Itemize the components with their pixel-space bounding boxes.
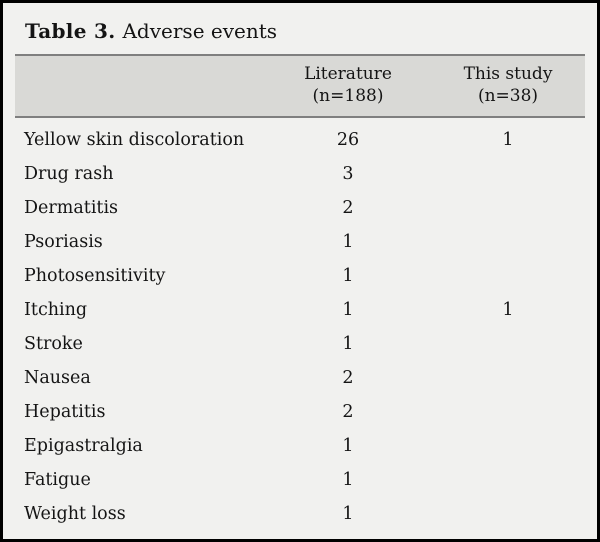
event-cell: Weight loss: [24, 503, 126, 524]
this-study-value-cell: [431, 225, 585, 259]
literature-n: (n=188): [312, 86, 384, 107]
this-study-n: (n=38): [477, 86, 539, 107]
event-cell: Hepatitis: [24, 401, 106, 422]
table-row: Stroke 1: [15, 327, 585, 361]
literature-value-cell: 1: [342, 265, 354, 286]
literature-value-cell: 1: [342, 231, 354, 252]
table-row: Drug rash 3: [15, 157, 585, 191]
table-row: Dermatitis 2: [15, 191, 585, 225]
table-row: Weight loss 1: [15, 497, 585, 531]
header-row: Literature (n=188) This study (n=38): [15, 54, 585, 118]
table-row: Yellow skin discoloration 26 1: [15, 117, 585, 157]
literature-value-cell: 1: [342, 299, 354, 320]
table-caption: Adverse events: [122, 19, 278, 43]
literature-label: Literature: [304, 64, 392, 84]
event-cell: Stroke: [24, 333, 83, 354]
table-row: Hepatitis 2: [15, 395, 585, 429]
this-study-value-cell: [431, 497, 585, 531]
this-study-value-cell: [431, 463, 585, 497]
literature-value-cell: 2: [342, 367, 354, 388]
column-header-event: [15, 54, 265, 118]
table-row: Photosensitivity 1: [15, 259, 585, 293]
event-cell: Nausea: [24, 367, 91, 388]
event-cell: Photosensitivity: [24, 265, 166, 286]
literature-value-cell: 26: [336, 129, 360, 150]
event-cell: Drug rash: [24, 163, 114, 184]
this-study-value-cell: [431, 361, 585, 395]
table-row: Fatigue 1: [15, 463, 585, 497]
this-study-label: This study: [463, 64, 553, 84]
this-study-value-cell: [431, 395, 585, 429]
literature-value-cell: 2: [342, 197, 354, 218]
event-cell: Epigastralgia: [24, 435, 143, 456]
this-study-value-cell: 1: [502, 299, 514, 320]
literature-value-cell: 3: [342, 163, 354, 184]
literature-value-cell: 2: [342, 401, 354, 422]
table-title: Table 3. Adverse events: [3, 3, 597, 54]
this-study-value-cell: [431, 157, 585, 191]
literature-value-cell: 1: [342, 333, 354, 354]
this-study-value-cell: [431, 429, 585, 463]
event-cell: Fatigue: [24, 469, 91, 490]
event-cell: Dermatitis: [24, 197, 119, 218]
table-row: Epigastralgia 1: [15, 429, 585, 463]
adverse-events-table: Literature (n=188) This study (n=38) Yel…: [15, 54, 585, 531]
literature-value-cell: 1: [342, 435, 354, 456]
literature-value-cell: 1: [342, 469, 354, 490]
this-study-value-cell: 1: [502, 129, 514, 150]
column-header-literature: Literature (n=188): [265, 54, 431, 118]
event-cell: Itching: [24, 299, 88, 320]
table-row: Nausea 2: [15, 361, 585, 395]
table-row: Itching 1 1: [15, 293, 585, 327]
table-body: Yellow skin discoloration 26 1 Drug rash 3 De…: [15, 117, 585, 531]
adverse-events-table-wrap: Literature (n=188) This study (n=38) Yel…: [15, 54, 585, 531]
this-study-value-cell: [431, 327, 585, 361]
event-cell: Psoriasis: [24, 231, 103, 252]
column-header-this-study: This study (n=38): [431, 54, 585, 118]
event-cell: Yellow skin discoloration: [24, 129, 245, 150]
this-study-value-cell: [431, 259, 585, 293]
table-number: Table 3.: [25, 19, 116, 43]
literature-value-cell: 1: [342, 503, 354, 524]
table-row: Psoriasis 1: [15, 225, 585, 259]
this-study-value-cell: [431, 191, 585, 225]
